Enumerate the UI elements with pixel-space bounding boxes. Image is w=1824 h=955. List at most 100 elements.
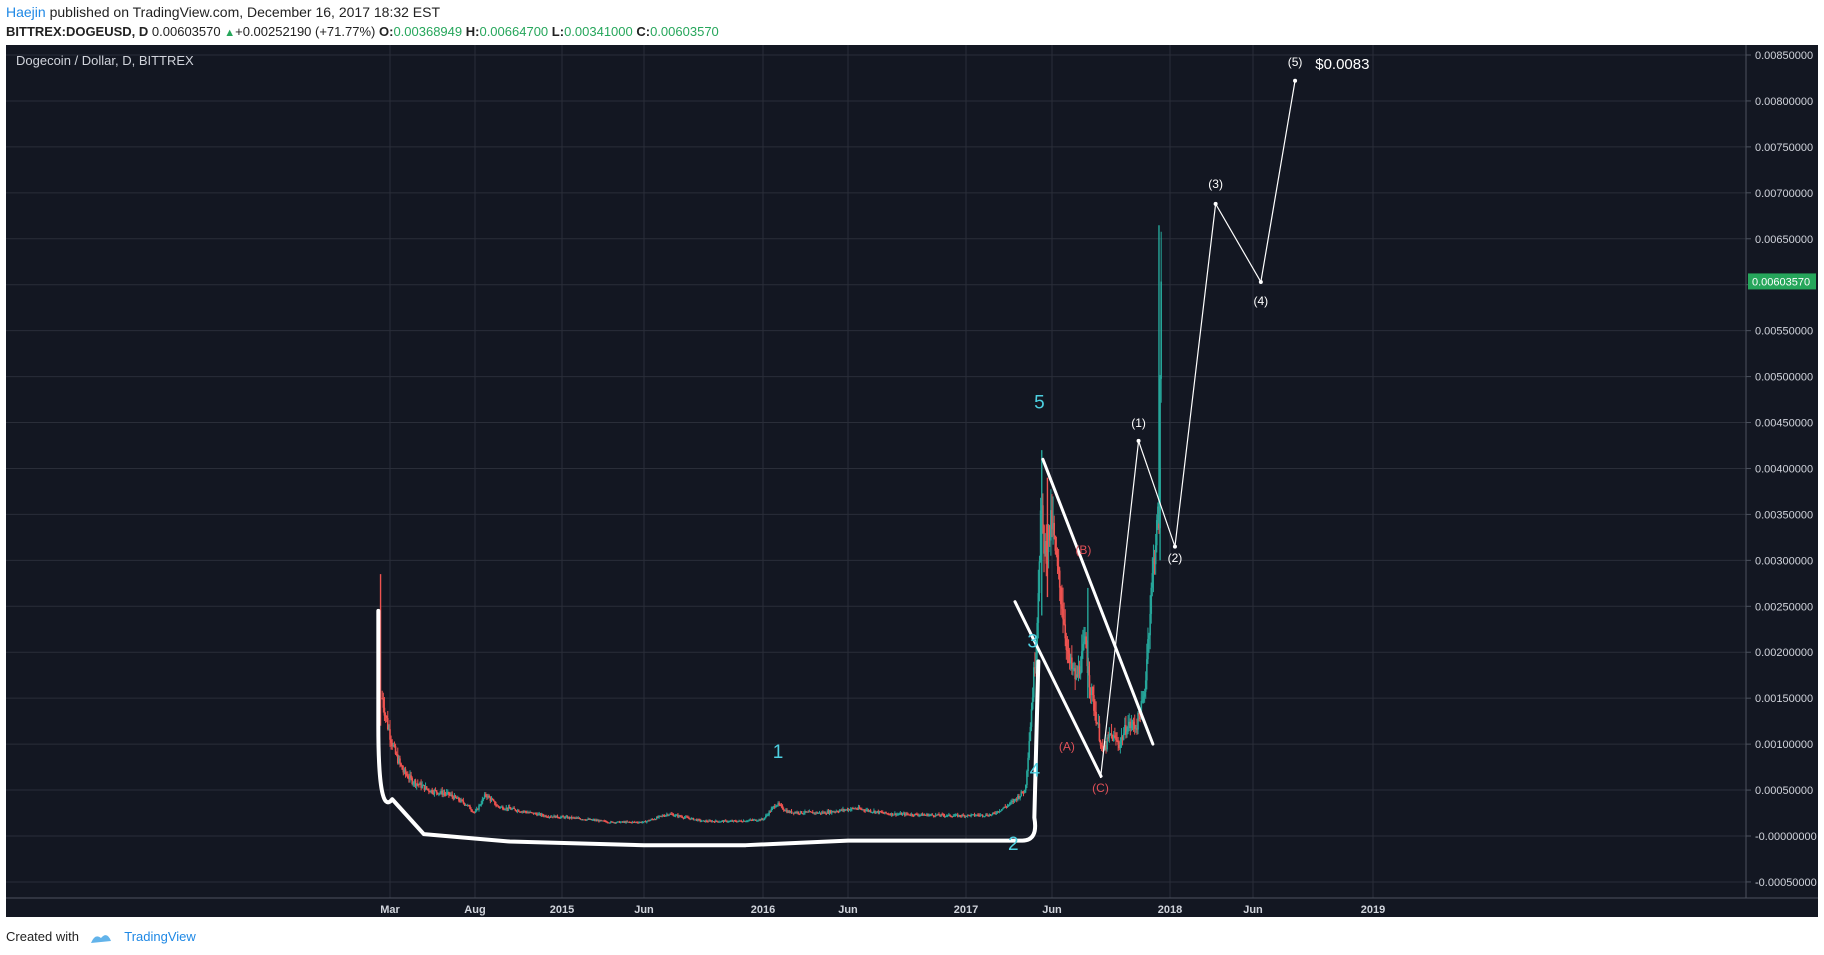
candle-body <box>492 799 495 802</box>
candle-body <box>862 809 864 811</box>
time-axis[interactable]: Mar Aug 2015 Jun 2016 Jun 2017 Jun 2018 Jun 2019 <box>6 897 1818 916</box>
candle-body <box>568 817 571 819</box>
candle-body <box>940 814 942 816</box>
candle-body <box>1011 801 1013 803</box>
candle-body <box>490 799 493 801</box>
candle-body <box>787 811 789 813</box>
candle-body <box>832 811 834 813</box>
candle-body <box>1014 798 1017 800</box>
candle-body <box>786 810 788 813</box>
candle-body <box>434 790 437 792</box>
candle-body <box>943 815 946 817</box>
candle-body <box>858 807 861 809</box>
candle-body <box>436 792 439 795</box>
candle-body <box>1021 791 1024 793</box>
candle-body <box>839 809 842 811</box>
candle-body <box>564 816 567 819</box>
candle-body <box>461 799 464 801</box>
candle-body <box>707 821 709 823</box>
wave-label: 5 <box>1034 393 1045 414</box>
price-axis[interactable]: 0.00850000 0.00800000 0.00750000 0.00700000… <box>1745 45 1818 917</box>
candle-body <box>934 814 937 817</box>
candle-body <box>546 816 549 818</box>
candle-body <box>838 810 841 812</box>
candle-body <box>557 817 560 819</box>
candle-body <box>547 816 550 818</box>
candle-body <box>847 809 850 811</box>
tradingview-brand[interactable]: TradingView <box>124 929 196 944</box>
time-tick-label: Jun <box>1042 904 1062 916</box>
candle-body <box>792 812 795 814</box>
author-link[interactable]: Haejin <box>6 4 46 20</box>
candle-body <box>1015 798 1018 801</box>
candle-body <box>1010 802 1012 804</box>
candle-body <box>830 811 833 814</box>
candle-body <box>414 780 417 786</box>
candle-body <box>742 820 745 822</box>
candle-body <box>1002 808 1004 810</box>
candle-body <box>937 814 939 816</box>
candle-body <box>623 821 625 823</box>
candle-body <box>663 816 666 818</box>
candle-body <box>419 782 421 785</box>
candle-body <box>1062 608 1064 620</box>
candle-body <box>917 814 919 816</box>
candle-body <box>445 792 448 795</box>
candle-body <box>398 758 400 764</box>
candle-body <box>425 786 428 789</box>
candle-body <box>708 820 710 822</box>
wedge-upper-line <box>1041 457 1155 746</box>
candle-body <box>1042 505 1044 526</box>
candle-body <box>924 814 927 816</box>
candle-body <box>631 821 634 823</box>
candle-body <box>570 816 573 819</box>
candle-body <box>905 813 907 816</box>
candle-body <box>403 769 406 773</box>
candle-body <box>1007 804 1010 806</box>
candle-body <box>507 806 510 810</box>
candle-body <box>1114 735 1116 737</box>
candle-body <box>462 800 465 803</box>
candle-body <box>1006 805 1009 807</box>
candle-body <box>642 821 645 823</box>
candle-body <box>384 715 387 717</box>
candle-body <box>739 820 742 822</box>
candle-body <box>863 809 865 811</box>
candle-body <box>712 821 715 823</box>
candle-body <box>1068 653 1071 664</box>
candle-body <box>619 822 622 824</box>
candle-body <box>645 821 648 823</box>
candle-body <box>548 816 551 818</box>
candle-body <box>578 817 581 819</box>
candle-body <box>1144 680 1147 692</box>
candle-body <box>718 821 720 823</box>
candle-body <box>500 806 503 808</box>
candle-body <box>1112 735 1115 742</box>
candle-body <box>688 818 690 820</box>
candle-body <box>672 814 675 817</box>
candle-body <box>1009 802 1011 805</box>
candle-body <box>1101 745 1104 749</box>
candle-body <box>532 812 535 815</box>
candle-body <box>781 805 784 810</box>
candle-body <box>729 821 731 823</box>
candle-body <box>1001 809 1003 811</box>
candle-body <box>1029 726 1032 742</box>
candle-body <box>649 820 651 822</box>
projection-node <box>1213 201 1218 206</box>
candle-body <box>1116 740 1118 742</box>
candle-body <box>767 814 769 816</box>
wave-label: (4) <box>1254 294 1269 308</box>
candle-body <box>519 811 521 813</box>
time-tick-label: Mar <box>380 904 400 916</box>
candle-body <box>912 815 915 817</box>
candle-body <box>689 818 691 820</box>
candle-body <box>955 814 958 816</box>
candle-body <box>556 815 559 818</box>
candle-body <box>1141 700 1144 702</box>
candle-body <box>896 814 898 816</box>
wave-label: (A) <box>1059 740 1075 754</box>
candle-body <box>651 819 654 821</box>
candle-body <box>835 811 838 813</box>
